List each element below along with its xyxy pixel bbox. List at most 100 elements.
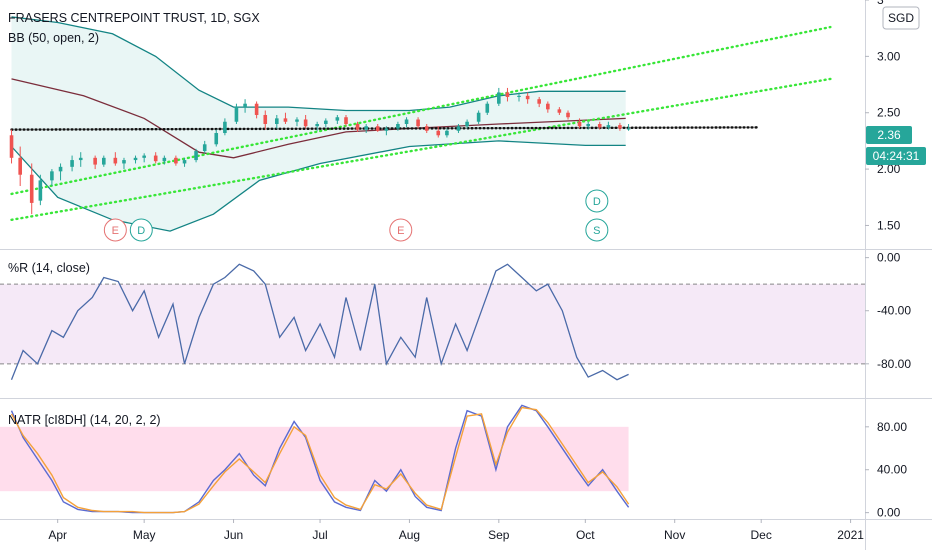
y-tick-label: 80.00 <box>877 420 907 434</box>
candle <box>194 148 198 163</box>
candle <box>214 129 219 147</box>
bb-lower-line <box>11 140 626 232</box>
candle <box>9 129 14 164</box>
candle <box>355 121 360 132</box>
candle <box>566 110 570 120</box>
x-tick-label: Aug <box>399 528 420 542</box>
bb-indicator-label: BB (50, open, 2) <box>8 31 99 45</box>
event-marker-dividend[interactable]: D <box>585 189 609 213</box>
x-tick-label: Nov <box>664 528 685 542</box>
candle <box>102 155 106 167</box>
x-tick-label: Sep <box>488 528 510 542</box>
candle <box>606 121 611 130</box>
candle <box>70 155 74 172</box>
currency-label: SGD <box>888 11 914 25</box>
candle <box>485 101 490 115</box>
candle <box>416 117 420 129</box>
candle <box>234 103 239 124</box>
candle <box>505 87 510 102</box>
bb-basis-line <box>11 78 626 159</box>
candle <box>122 157 126 170</box>
event-marker-dividend[interactable]: D <box>129 218 153 242</box>
candle <box>404 117 409 128</box>
y-tick-label: 40.00 <box>877 463 907 477</box>
event-label: D <box>137 225 145 237</box>
candle <box>133 155 138 164</box>
candle <box>182 157 187 167</box>
y-tick-label: 1.50 <box>877 218 901 232</box>
x-tick-label: Apr <box>48 528 67 542</box>
currency-badge[interactable]: SGD <box>882 6 920 30</box>
y-tick-label: 0.00 <box>877 251 901 265</box>
candle <box>254 101 259 119</box>
event-marker-split[interactable]: S <box>585 218 609 242</box>
y-tick-label: 0.00 <box>877 506 901 520</box>
natr-series-line-2 <box>10 406 630 514</box>
trend-line-green <box>10 77 832 222</box>
candle <box>113 152 118 166</box>
candle <box>295 117 299 127</box>
candle <box>153 152 158 164</box>
x-tick-label: Oct <box>576 528 595 542</box>
natr-indicator-label: NATR [cI8DH] (14, 20, 2, 2) <box>8 413 161 427</box>
candle <box>626 124 631 131</box>
last-price-tag: 2.36 <box>866 126 912 144</box>
candle <box>436 126 441 138</box>
candle <box>324 118 328 128</box>
candle <box>364 124 368 134</box>
candle <box>445 128 449 138</box>
candle <box>375 124 380 132</box>
y-tick-label: 2.50 <box>877 106 901 120</box>
candle <box>58 163 63 181</box>
candle <box>546 101 550 113</box>
candle <box>162 155 167 165</box>
candle <box>243 99 247 113</box>
main-title: FRASERS CENTREPOINT TRUST, 1D, SGX <box>8 11 260 25</box>
wr-indicator-label: %R (14, close) <box>8 261 90 275</box>
candle <box>174 155 178 166</box>
candle <box>456 124 461 134</box>
candle <box>78 152 83 167</box>
event-label: S <box>593 225 600 237</box>
candle <box>476 110 481 124</box>
candle <box>557 107 562 115</box>
candle <box>424 124 429 134</box>
y-tick-label: 3 <box>877 0 884 7</box>
candle <box>142 153 146 163</box>
candle <box>50 169 54 186</box>
x-tick-label: May <box>133 528 156 542</box>
candle <box>18 146 22 186</box>
candle <box>344 114 348 127</box>
countdown-value: 04:24:31 <box>873 149 920 163</box>
candle <box>384 126 389 136</box>
trend-line-green <box>10 25 832 196</box>
candle <box>275 114 279 129</box>
last-price-value: 2.36 <box>877 128 901 142</box>
event-label: E <box>112 225 119 237</box>
x-tick-label: Dec <box>751 528 772 542</box>
candle <box>597 121 602 130</box>
candle <box>577 118 582 129</box>
candle <box>586 121 590 130</box>
y-tick-label: 3.00 <box>877 49 901 63</box>
candle <box>465 119 469 129</box>
candle <box>525 92 530 104</box>
candle <box>537 96 541 108</box>
candle <box>263 110 268 130</box>
y-tick-label: -40.00 <box>877 304 911 318</box>
candle <box>618 122 622 131</box>
event-label: D <box>593 196 601 208</box>
candle <box>283 112 288 124</box>
candle <box>497 87 501 106</box>
event-marker-earnings[interactable]: E <box>389 218 413 242</box>
event-marker-earnings[interactable]: E <box>103 218 127 242</box>
event-label: E <box>397 225 404 237</box>
candle <box>38 174 43 206</box>
candle <box>517 92 521 102</box>
candle <box>202 140 207 154</box>
candle <box>223 118 227 136</box>
candle <box>29 163 34 215</box>
candle <box>335 114 340 124</box>
y-tick-label: -80.00 <box>877 357 911 371</box>
